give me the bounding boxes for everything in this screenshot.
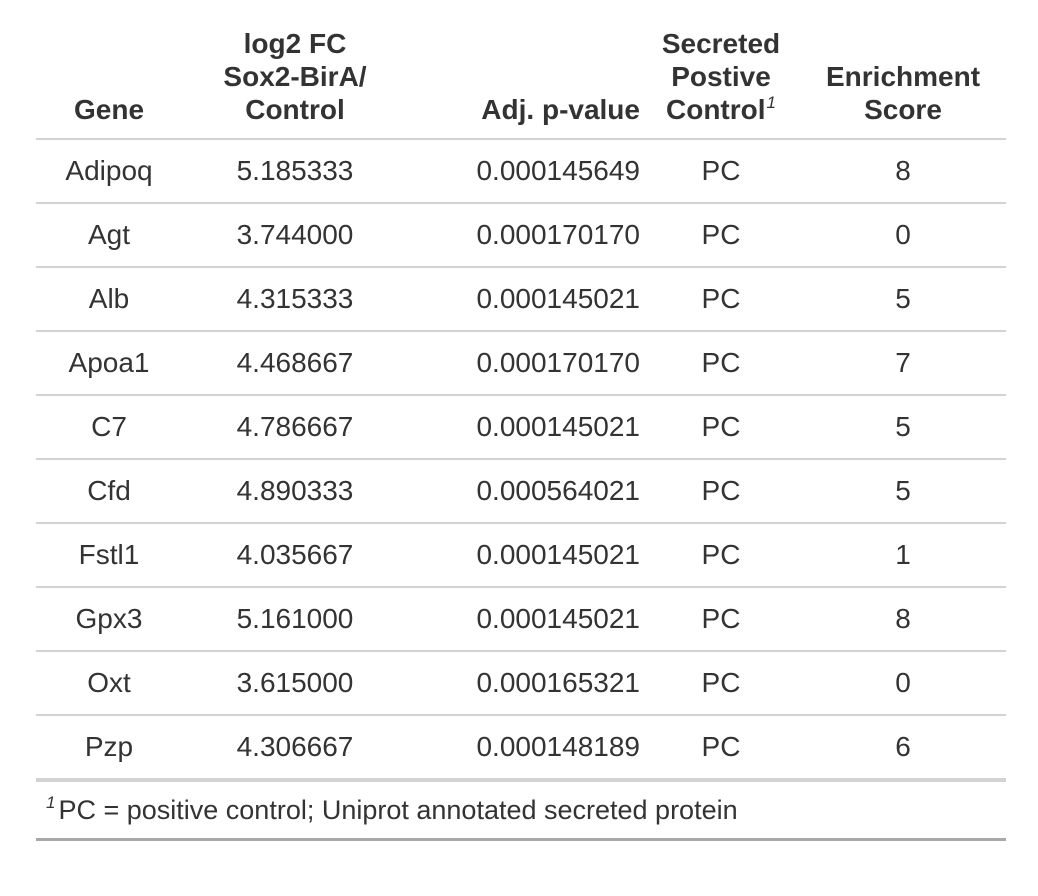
cell-enrichment-score: 0: [800, 651, 1006, 716]
cell-gene: Fstl1: [36, 523, 182, 588]
cell-secreted-control: PC: [642, 523, 800, 588]
table-header: Gene log2 FC Sox2-BirA/ Control Adj. p-v…: [36, 22, 1006, 140]
data-table-container: Gene log2 FC Sox2-BirA/ Control Adj. p-v…: [36, 22, 1006, 841]
footnote-mark: 1: [46, 793, 56, 812]
cell-adj-p-value: 0.000564021: [408, 459, 642, 524]
cell-secreted-control: PC: [642, 651, 800, 716]
footnote-text: PC = positive control; Uniprot annotated…: [58, 795, 738, 825]
table-row: Fstl1 4.035667 0.000145021 PC 1: [36, 523, 1006, 588]
header-gene-line: Gene: [73, 94, 145, 125]
cell-log2fc: 3.615000: [182, 651, 408, 716]
cell-adj-p-value-text: 0.000145021: [476, 603, 640, 634]
cell-adj-p-value: 0.000145649: [408, 139, 642, 204]
cell-adj-p-value-text: 0.000145649: [476, 155, 640, 186]
cell-gene: Agt: [36, 203, 182, 268]
header-adj-p: Adj. p-value: [408, 22, 642, 140]
table-row: C7 4.786667 0.000145021 PC 5: [36, 395, 1006, 460]
header-enrichment-line-2: Score: [864, 94, 942, 125]
table-row: Agt 3.744000 0.000170170 PC 0: [36, 203, 1006, 268]
cell-secreted-control: PC: [642, 139, 800, 204]
header-footnote-mark: 1: [766, 93, 776, 112]
cell-adj-p-value-text: 0.000170170: [476, 347, 640, 378]
cell-secreted-control: PC: [642, 459, 800, 524]
data-table: Gene log2 FC Sox2-BirA/ Control Adj. p-v…: [36, 22, 1006, 780]
header-gene: Gene: [36, 22, 182, 140]
cell-gene: Pzp: [36, 715, 182, 780]
cell-enrichment-score: 5: [800, 395, 1006, 460]
cell-log2fc: 4.468667: [182, 331, 408, 396]
table-row: Pzp 4.306667 0.000148189 PC 6: [36, 715, 1006, 780]
cell-adj-p-value-text: 0.000564021: [476, 475, 640, 506]
cell-enrichment-score: 0: [800, 203, 1006, 268]
cell-adj-p-value: 0.000165321: [408, 651, 642, 716]
header-secreted: Secreted Postive Control1: [642, 22, 800, 140]
cell-adj-p-value-text: 0.000148189: [476, 731, 640, 762]
cell-enrichment-score: 8: [800, 587, 1006, 652]
table-row: Cfd 4.890333 0.000564021 PC 5: [36, 459, 1006, 524]
cell-adj-p-value-text: 0.000145021: [476, 539, 640, 570]
cell-log2fc: 5.161000: [182, 587, 408, 652]
cell-gene: Cfd: [36, 459, 182, 524]
cell-adj-p-value: 0.000145021: [408, 267, 642, 332]
cell-adj-p-value: 0.000145021: [408, 395, 642, 460]
header-secreted-line-2: Postive: [671, 61, 771, 92]
table-body: Adipoq 5.185333 0.000145649 PC 8 Agt 3.744000 0…: [36, 139, 1006, 780]
header-log2fc-line-3: Control: [245, 94, 345, 125]
header-log2fc: log2 FC Sox2-BirA/ Control: [182, 22, 408, 140]
cell-gene: Gpx3: [36, 587, 182, 652]
cell-adj-p-value: 0.000170170: [408, 203, 642, 268]
table-row: Adipoq 5.185333 0.000145649 PC 8: [36, 139, 1006, 204]
cell-log2fc: 4.786667: [182, 395, 408, 460]
header-enrichment-line-1: Enrichment: [825, 61, 981, 92]
cell-log2fc: 4.315333: [182, 267, 408, 332]
cell-log2fc: 5.185333: [182, 139, 408, 204]
header-secreted-line-1: Secreted: [661, 28, 781, 59]
cell-secreted-control: PC: [642, 395, 800, 460]
cell-adj-p-value: 0.000148189: [408, 715, 642, 780]
header-row: Gene log2 FC Sox2-BirA/ Control Adj. p-v…: [36, 22, 1006, 140]
cell-adj-p-value-text: 0.000165321: [476, 667, 640, 698]
header-log2fc-line-2: Sox2-BirA/: [223, 61, 367, 92]
cell-enrichment-score: 7: [800, 331, 1006, 396]
table-row: Apoa1 4.468667 0.000170170 PC 7: [36, 331, 1006, 396]
table-row: Gpx3 5.161000 0.000145021 PC 8: [36, 587, 1006, 652]
cell-enrichment-score: 6: [800, 715, 1006, 780]
cell-adj-p-value-text: 0.000145021: [476, 283, 640, 314]
cell-secreted-control: PC: [642, 587, 800, 652]
cell-enrichment-score: 5: [800, 267, 1006, 332]
cell-secreted-control: PC: [642, 331, 800, 396]
table-footnote: 1 PC = positive control; Uniprot annotate…: [36, 780, 1006, 841]
header-enrichment: Enrichment Score: [800, 22, 1006, 140]
table-row: Alb 4.315333 0.000145021 PC 5: [36, 267, 1006, 332]
cell-adj-p-value: 0.000145021: [408, 587, 642, 652]
header-log2fc-line-1: log2 FC: [243, 28, 347, 59]
table-row: Oxt 3.615000 0.000165321 PC 0: [36, 651, 1006, 716]
cell-gene: C7: [36, 395, 182, 460]
cell-secreted-control: PC: [642, 267, 800, 332]
cell-adj-p-value: 0.000170170: [408, 331, 642, 396]
cell-secreted-control: PC: [642, 715, 800, 780]
header-adj-p-line: Adj. p-value: [481, 94, 640, 125]
cell-adj-p-value: 0.000145021: [408, 523, 642, 588]
cell-gene: Oxt: [36, 651, 182, 716]
cell-secreted-control: PC: [642, 203, 800, 268]
cell-gene: Alb: [36, 267, 182, 332]
header-secreted-line-3: Control1: [642, 93, 800, 126]
cell-log2fc: 4.035667: [182, 523, 408, 588]
cell-enrichment-score: 8: [800, 139, 1006, 204]
cell-gene: Adipoq: [36, 139, 182, 204]
header-secreted-line-3-text: Control: [666, 94, 766, 125]
cell-enrichment-score: 1: [800, 523, 1006, 588]
cell-gene: Apoa1: [36, 331, 182, 396]
cell-enrichment-score: 5: [800, 459, 1006, 524]
cell-log2fc: 4.890333: [182, 459, 408, 524]
cell-adj-p-value-text: 0.000170170: [476, 219, 640, 250]
cell-log2fc: 4.306667: [182, 715, 408, 780]
cell-adj-p-value-text: 0.000145021: [476, 411, 640, 442]
cell-log2fc: 3.744000: [182, 203, 408, 268]
